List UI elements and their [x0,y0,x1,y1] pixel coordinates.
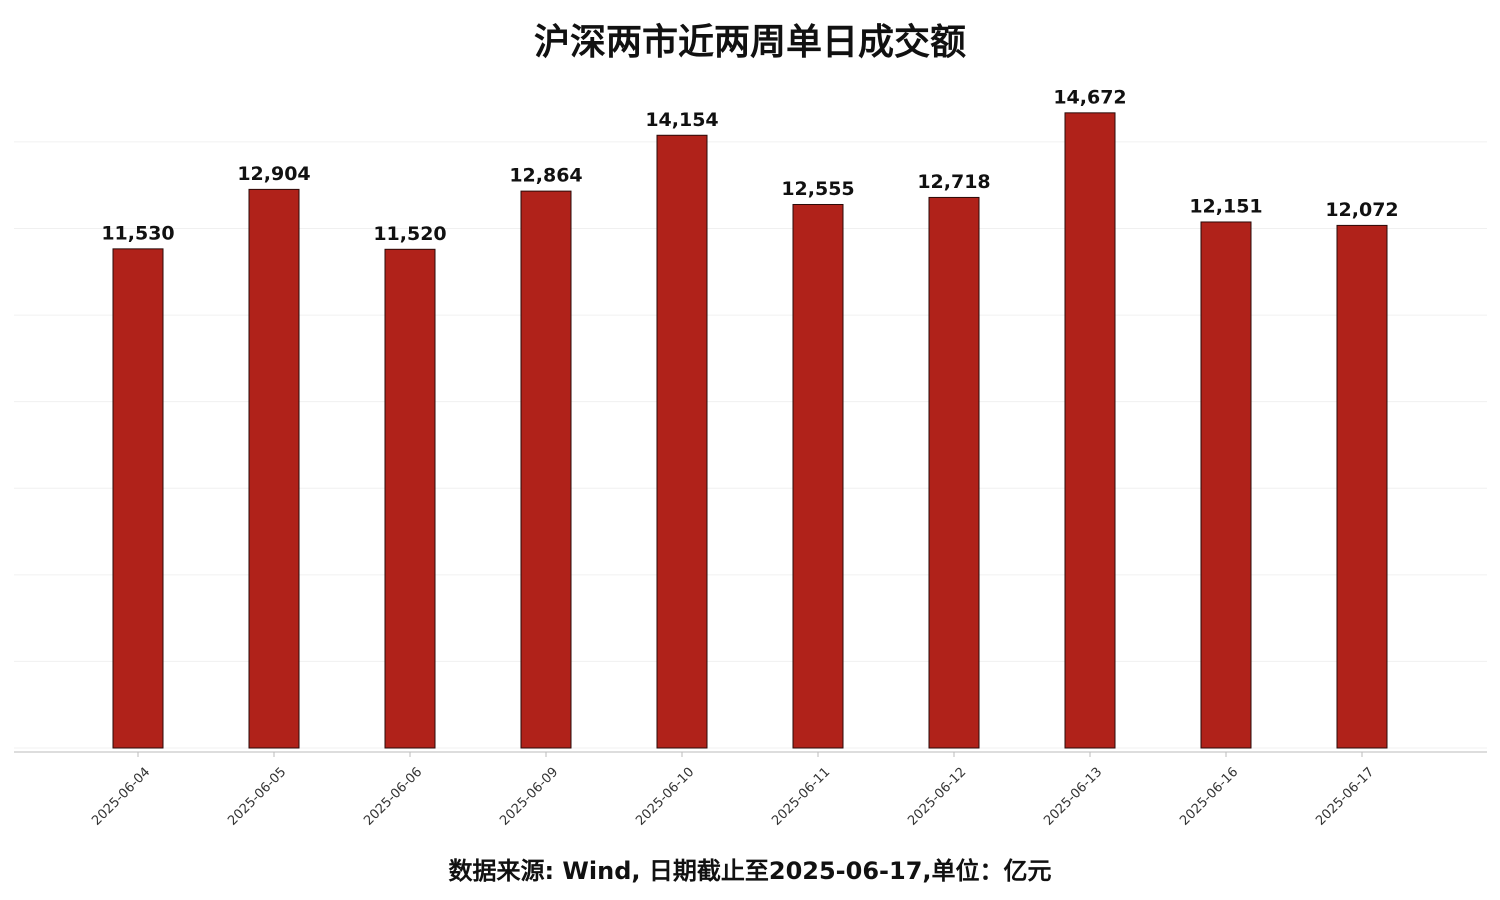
value-label: 12,718 [917,171,990,193]
value-label: 14,154 [645,109,718,131]
bar [656,134,708,749]
value-label: 14,672 [1053,86,1126,108]
bar [1064,112,1116,749]
bar [1200,221,1252,749]
x-tick-label: 2025-06-04 [89,765,153,829]
x-tick-label: 2025-06-13 [1041,765,1105,829]
bar [248,188,300,749]
bar [1336,224,1388,749]
bar [792,203,844,749]
value-label: 11,520 [373,223,446,245]
value-label: 11,530 [101,222,174,244]
x-tick-label: 2025-06-12 [905,765,969,829]
x-tick-label: 2025-06-06 [361,765,425,829]
bar [112,248,164,749]
chart-title: 沪深两市近两周单日成交额 [534,21,966,63]
x-tick-label: 2025-06-09 [497,765,561,829]
footnote: 数据来源: Wind, 日期截止至2025-06-17,单位：亿元 [448,857,1051,885]
value-label: 12,151 [1189,195,1262,217]
value-label: 12,864 [509,165,582,187]
value-label: 12,072 [1325,199,1398,221]
x-tick-label: 2025-06-11 [769,765,833,829]
bar [520,190,572,749]
x-tick-label: 2025-06-17 [1313,765,1377,829]
x-tick-label: 2025-06-05 [225,765,289,829]
value-label: 12,904 [237,163,310,185]
bar [384,248,436,749]
bar [928,196,980,749]
x-tick-label: 2025-06-10 [633,765,697,829]
x-tick-label: 2025-06-16 [1177,765,1241,829]
value-label: 12,555 [781,178,854,200]
